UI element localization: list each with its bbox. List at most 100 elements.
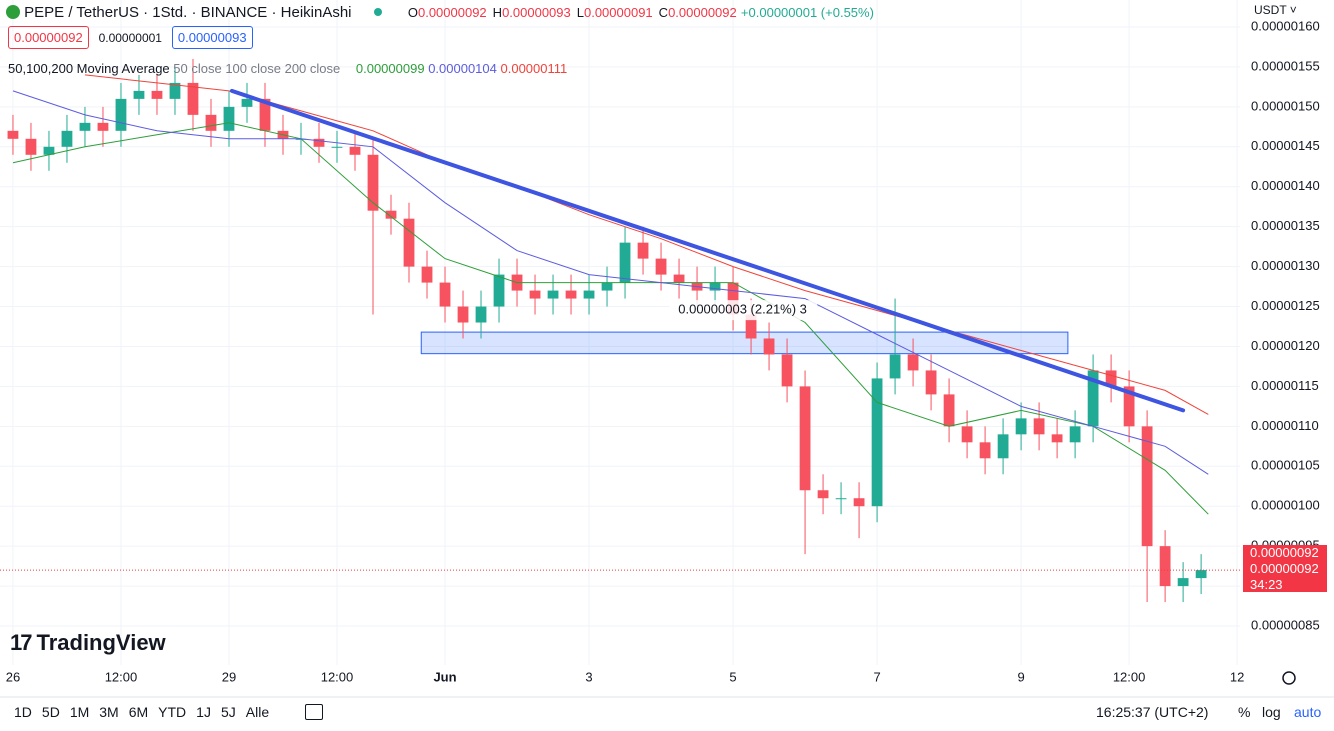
close-price: 0.00000092 — [1250, 561, 1319, 576]
plot: 0.00000003 (2.21%) 3 — [0, 0, 1240, 665]
input-box[interactable]: 0.00000092 — [8, 26, 89, 49]
x-tick-label: 12:00 — [1113, 669, 1146, 684]
candle-body — [799, 386, 811, 491]
settings-icon[interactable] — [1282, 671, 1296, 685]
logo: 17 TradingView — [10, 630, 166, 655]
candle-body — [349, 146, 361, 155]
input-box[interactable]: 0.00000093 — [171, 26, 253, 49]
candle-body — [97, 122, 109, 131]
candle-body — [817, 490, 829, 499]
candle-body — [871, 378, 883, 507]
candle-body — [169, 82, 181, 99]
opt-percent[interactable]: % — [1238, 704, 1251, 720]
candle-body — [889, 354, 901, 379]
candle-body — [79, 122, 91, 131]
y-tick-label: 0.00000160 — [1251, 18, 1320, 33]
range-label: 0.00000003 (2.21%) 3 — [678, 302, 807, 317]
y-tick-label: 0.00000140 — [1251, 178, 1320, 193]
candle-body — [997, 434, 1009, 459]
candle-body — [979, 442, 991, 459]
date-range-icon[interactable] — [305, 704, 324, 720]
candle-body — [583, 290, 595, 299]
inputs: 0.00000092 0.00000001 0.00000093 — [8, 26, 253, 49]
ma-label[interactable]: 50,100,200 Moving Average — [8, 61, 170, 76]
candle-body — [619, 242, 631, 283]
x-tick-label: 12 — [1230, 669, 1244, 684]
range-button[interactable]: YTD — [158, 704, 187, 720]
y-tick-label: 0.00000145 — [1251, 138, 1320, 153]
range-button[interactable]: 1M — [69, 704, 90, 720]
symbol-icon — [6, 5, 20, 19]
opt-auto[interactable]: auto — [1294, 704, 1322, 720]
candle-body — [457, 306, 469, 323]
candle-body — [655, 258, 667, 275]
candle-body — [1177, 578, 1189, 587]
candle-body — [763, 338, 775, 355]
candle-body — [259, 98, 271, 131]
range-button[interactable]: 3M — [99, 704, 119, 720]
candle-body — [1123, 386, 1135, 427]
last-price: 0.00000092 — [1250, 545, 1319, 560]
candle-body — [1195, 570, 1207, 579]
range-button[interactable]: Alle — [245, 704, 270, 720]
x-tick-label: 29 — [222, 669, 236, 684]
ohlc-value: 0.00000093 — [502, 5, 571, 20]
x-tick-label: 5 — [729, 669, 736, 684]
ohlc-key: O — [407, 5, 418, 20]
candle-body — [961, 426, 973, 443]
candle-body — [187, 82, 199, 115]
ma-line — [12, 122, 1209, 515]
candle-body — [673, 274, 685, 283]
ohlc-value: 0.00000092 — [417, 5, 487, 20]
candle-body — [601, 282, 613, 291]
candle-body — [925, 370, 937, 395]
range-button[interactable]: 5D — [41, 704, 60, 720]
ma-value: 0.00000104 — [428, 61, 497, 76]
candle-body — [529, 290, 541, 299]
candle-body — [61, 130, 73, 147]
candle-body — [313, 138, 325, 147]
opt-log[interactable]: log — [1262, 704, 1281, 720]
y-tick-label: 0.00000100 — [1251, 498, 1320, 513]
candle-body — [853, 498, 865, 507]
candle-body — [367, 154, 379, 211]
ohlc-key: C — [658, 5, 669, 20]
x-tick-label: 26 — [6, 669, 20, 684]
candle-body — [331, 146, 343, 148]
candle-body — [493, 274, 505, 307]
range-button[interactable]: 1J — [196, 704, 211, 720]
x-tick-label: 9 — [1017, 669, 1024, 684]
ohlc-key: L — [576, 5, 584, 20]
candle-body — [25, 138, 37, 155]
clock: 16:25:37 (UTC+2) — [1096, 704, 1209, 720]
ma-line — [12, 90, 1209, 475]
candle-body — [43, 146, 55, 155]
y-tick-label: 0.00000120 — [1251, 338, 1320, 353]
change: +0.00000001 (+0.55%) — [740, 5, 874, 20]
range-box — [420, 331, 1069, 355]
range-button[interactable]: 1D — [14, 704, 32, 720]
candle-body — [475, 306, 487, 323]
input-value: 0.00000001 — [98, 31, 162, 45]
candle-body — [1087, 370, 1099, 427]
status-dot — [373, 8, 382, 16]
y-tick-label: 0.00000155 — [1251, 58, 1320, 73]
y-tick-label: 0.00000110 — [1251, 418, 1319, 433]
range-button[interactable]: 6M — [128, 704, 149, 720]
currency[interactable]: USDT ˅ — [1254, 3, 1297, 17]
ranges: 1D 5D 1M 3M 6M YTD 1J 5J Alle — [14, 704, 279, 720]
countdown: 34:23 — [1250, 577, 1283, 592]
candle-body — [385, 210, 397, 219]
candle-body — [133, 90, 145, 99]
price-label: 0.00000092 0.00000092 34:23 — [1243, 545, 1327, 592]
currency-label: USDT — [1254, 3, 1287, 17]
ma-value: 0.00000099 — [355, 61, 425, 76]
range-button[interactable]: 5J — [220, 704, 236, 720]
range-label-bg — [669, 300, 818, 321]
candle-body — [1141, 426, 1153, 547]
candle-body — [1159, 546, 1171, 587]
symbol-row: PEPE / TetherUS · 1Std. · BINANCE · Heik… — [6, 4, 874, 21]
symbol[interactable]: PEPE / TetherUS · 1Std. · BINANCE · Heik… — [24, 4, 352, 21]
